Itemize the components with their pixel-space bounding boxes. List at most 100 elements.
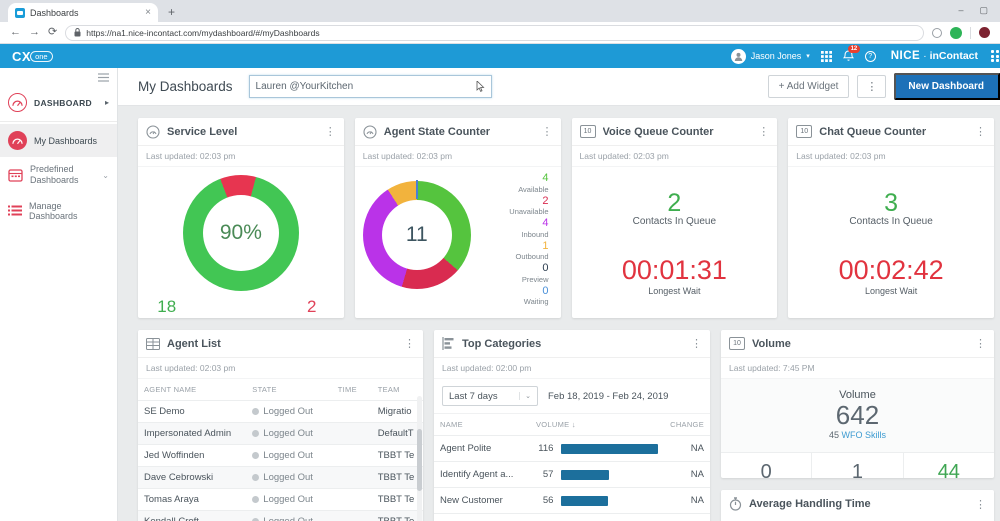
column-header[interactable]: STATE xyxy=(252,385,277,394)
legend-value: 0 xyxy=(542,262,549,275)
logo-one-text: one xyxy=(30,50,53,62)
widget-kebab-icon[interactable]: ⋮ xyxy=(324,126,336,138)
column-header[interactable]: TIME xyxy=(337,385,357,394)
dashboard-name-input[interactable]: Lauren @YourKitchen xyxy=(248,75,492,98)
sidebar: DASHBOARD ▸ My Dashboards Predefined Das… xyxy=(0,68,118,521)
app-header: CX one Jason Jones ▾ 12 ? NICE · inConta… xyxy=(0,44,1000,68)
widget-average-handling-time: Average Handling Time ⋮ xyxy=(721,490,994,521)
brand-nice-text: NICE xyxy=(890,50,921,62)
legend-label: Outbound xyxy=(515,252,549,262)
last-updated: Last updated: 02:03 pm xyxy=(138,146,344,167)
user-menu[interactable]: Jason Jones ▾ xyxy=(730,48,810,64)
toolbar-kebab-button[interactable]: ⋮ xyxy=(857,75,887,98)
extension-red-icon[interactable] xyxy=(979,27,990,38)
table-row[interactable]: Agent Polite 116 NA xyxy=(434,435,710,462)
sidebar-item-dashboard[interactable]: DASHBOARD ▸ xyxy=(0,86,117,119)
column-header-volume[interactable]: VOLUME ↓ xyxy=(536,420,576,429)
service-level-percent: 90% xyxy=(219,221,262,244)
widget-title: Agent State Counter xyxy=(383,125,491,138)
state-dot-icon xyxy=(252,518,260,521)
widget-title: Volume xyxy=(752,337,791,350)
maximize-button[interactable]: ▢ xyxy=(979,5,988,15)
table-row[interactable]: SE Demo Logged Out Migratio xyxy=(138,400,423,423)
wfo-skills-link[interactable]: WFO Skills xyxy=(841,429,887,440)
table-row[interactable]: Tomas Araya Logged Out TBBT Te xyxy=(138,488,423,511)
chevron-down-icon: ⌄ xyxy=(519,392,531,400)
widget-title: Average Handling Time xyxy=(749,498,871,510)
widget-kebab-icon[interactable]: ⋮ xyxy=(975,498,986,511)
widget-kebab-icon[interactable]: ⋮ xyxy=(541,126,553,138)
state-dot-icon xyxy=(252,430,260,437)
date-range-select[interactable]: Last 7 days ⌄ xyxy=(442,386,538,406)
scrollbar-thumb[interactable] xyxy=(417,428,422,491)
tab-title: Dashboards xyxy=(30,7,79,18)
widget-kebab-icon[interactable]: ⋮ xyxy=(691,338,702,350)
agent-name: Impersonated Admin xyxy=(138,422,247,445)
column-header[interactable]: TEAM xyxy=(377,385,400,394)
agent-state: Logged Out xyxy=(263,472,313,483)
sidebar-item-manage-dashboards[interactable]: Manage Dashboards xyxy=(0,194,117,228)
table-row[interactable]: Dave Cebrowski Logged Out TBBT Te xyxy=(138,466,423,489)
add-widget-button[interactable]: + Add Widget xyxy=(767,75,850,98)
waiting-sliver xyxy=(415,180,418,199)
in-sla-value: 18 xyxy=(157,297,177,316)
widget-kebab-icon[interactable]: ⋮ xyxy=(975,126,986,138)
tab-close-icon[interactable]: × xyxy=(145,7,151,18)
widget-agent-state-counter: Agent State Counter ⋮ Last updated: 02:0… xyxy=(354,118,561,318)
sidebar-item-my-dashboards[interactable]: My Dashboards xyxy=(0,124,117,157)
legend-value: 4 xyxy=(542,172,549,184)
back-icon[interactable]: ← xyxy=(10,26,21,38)
table-row[interactable]: Jed Woffinden Logged Out TBBT Te xyxy=(138,444,423,467)
state-dot-icon xyxy=(252,474,260,481)
table-row[interactable]: New Customer 56 NA xyxy=(434,487,710,514)
window-controls: – ▢ xyxy=(958,5,1000,22)
agent-team: TBBT Te xyxy=(371,444,423,467)
widget-kebab-icon[interactable]: ⋮ xyxy=(758,126,770,138)
widget-voice-queue-counter: 10 Voice Queue Counter ⋮ Last updated: 0… xyxy=(571,118,778,318)
new-tab-button[interactable]: + xyxy=(168,5,176,19)
legend-label: Inbound xyxy=(521,229,549,239)
widget-kebab-icon[interactable]: ⋮ xyxy=(975,338,986,350)
table-row[interactable]: Identify Agent a... 57 NA xyxy=(434,461,710,488)
user-avatar xyxy=(730,48,746,64)
submenu-arrow-icon: ▸ xyxy=(104,98,109,107)
table-row[interactable]: Purchasing42NA xyxy=(434,513,710,521)
reload-icon[interactable]: ⟳ xyxy=(48,26,58,38)
table-row[interactable]: Kendall Croft Logged Out TBBT Te xyxy=(138,510,423,521)
dashboard-name-value: Lauren @YourKitchen xyxy=(255,81,354,92)
help-button[interactable]: ? xyxy=(864,50,876,62)
browser-profile-avatar[interactable] xyxy=(950,26,962,39)
state-dot-icon xyxy=(252,452,260,459)
column-header[interactable]: AGENT NAME xyxy=(144,385,197,394)
widget-kebab-icon[interactable]: ⋮ xyxy=(404,338,415,350)
agent-state-donut-chart: 11 xyxy=(362,180,471,289)
agent-name: Kendall Croft xyxy=(138,510,247,521)
column-header[interactable]: NAME xyxy=(440,420,463,429)
counter-icon: 10 xyxy=(579,125,596,138)
in-sla-label: In SLA xyxy=(154,317,180,318)
waffle-menu-icon[interactable] xyxy=(991,50,1000,62)
counter-icon: 10 xyxy=(796,125,813,138)
minimize-button[interactable]: – xyxy=(958,5,964,15)
notifications-button[interactable]: 12 xyxy=(842,45,860,62)
address-bar[interactable]: https://na1.nice-incontact.com/mydashboa… xyxy=(65,24,924,41)
forward-icon[interactable]: → xyxy=(29,26,40,38)
extension-icon[interactable] xyxy=(932,27,942,38)
apps-icon[interactable] xyxy=(820,50,832,62)
browser-tab[interactable]: Dashboards × xyxy=(8,3,158,22)
forecast-value: 0 xyxy=(760,460,772,478)
category-change: NA xyxy=(664,461,710,488)
collapse-menu-icon[interactable] xyxy=(98,73,109,82)
sidebar-item-predefined-dashboards[interactable]: Predefined Dashboards ⌄ xyxy=(0,157,117,194)
agent-time xyxy=(331,466,372,489)
user-name: Jason Jones xyxy=(750,51,802,61)
new-dashboard-button[interactable]: New Dashboard xyxy=(894,73,1000,100)
column-header[interactable]: CHANGE xyxy=(670,420,704,429)
contacts-in-queue-label: Contacts In Queue xyxy=(849,216,933,227)
cxone-logo[interactable]: CX one xyxy=(12,49,53,64)
longest-wait-value: 00:01:31 xyxy=(621,255,727,285)
sort-desc-icon: ↓ xyxy=(571,420,576,429)
contacts-in-queue-label: Contacts In Queue xyxy=(632,216,717,227)
scrollbar[interactable] xyxy=(417,396,422,521)
table-row[interactable]: Impersonated Admin Logged Out DefaultT xyxy=(138,422,423,445)
